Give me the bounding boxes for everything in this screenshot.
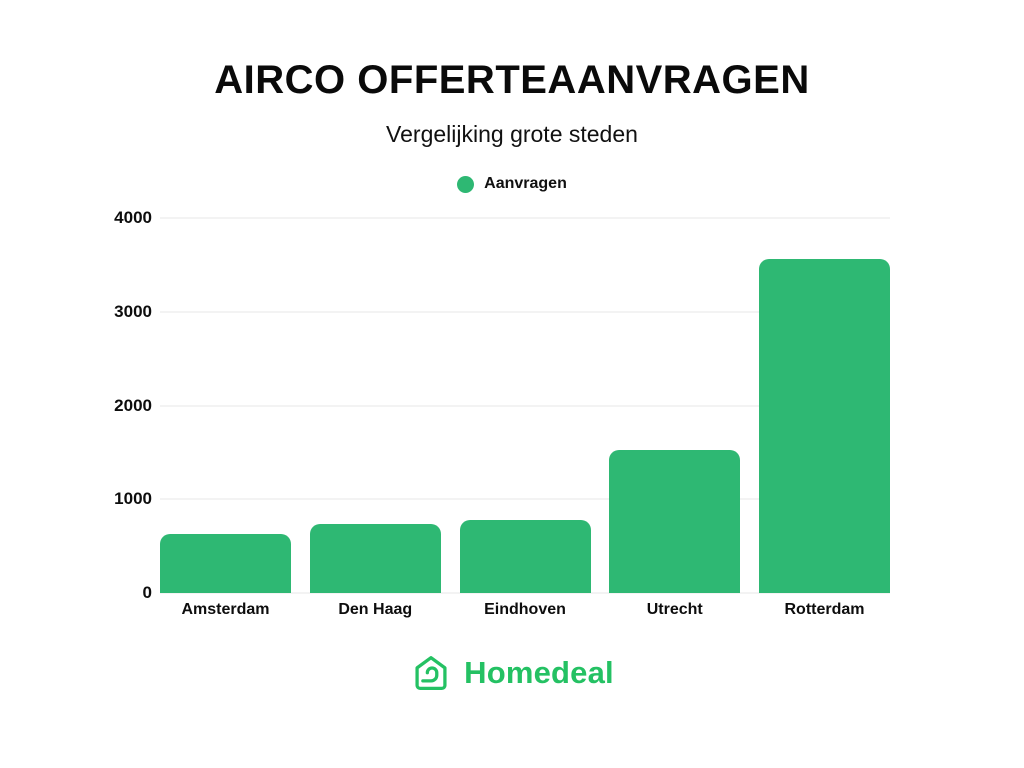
legend: Aanvragen: [0, 175, 1024, 193]
x-axis-label: Rotterdam: [784, 601, 865, 618]
bars-container: [160, 218, 890, 593]
chart-subtitle: Vergelijking grote steden: [386, 121, 638, 147]
y-tick-label: 1000: [114, 489, 152, 509]
x-axis-label: Amsterdam: [181, 601, 270, 618]
house-wrench-icon: [415, 656, 447, 690]
y-tick-label: 0: [142, 583, 152, 602]
x-axis-label: Utrecht: [646, 601, 703, 618]
bar-rotterdam: [759, 259, 890, 593]
y-tick-label: 2000: [114, 395, 152, 415]
brand-logo: Homedeal: [0, 652, 1024, 694]
y-tick-label: 4000: [114, 208, 152, 227]
legend-label: Aanvragen: [484, 175, 567, 192]
y-tick-label: 3000: [114, 301, 152, 321]
gridline: [160, 217, 890, 219]
bar-utrecht: [609, 449, 741, 593]
x-axis-label: Den Haag: [338, 601, 413, 618]
chart-title: AIRCO OFFERTEAANVRAGEN: [214, 58, 810, 102]
gridline: [160, 498, 890, 501]
gridline: [160, 592, 890, 594]
x-axis-label: Eindhoven: [484, 601, 566, 618]
gridline: [160, 404, 890, 407]
brand-name: Homedeal: [464, 655, 614, 690]
x-axis: Amsterdam Den Haag Eindhoven Utrecht Rotterd…: [160, 601, 890, 619]
y-axis: 0 1000 2000 3000 4000: [60, 208, 152, 602]
bar-amsterdam: [160, 533, 291, 593]
plot-area: [160, 217, 890, 594]
legend-dot-icon: [457, 175, 475, 193]
gridline: [160, 310, 890, 313]
bar-eindhoven: [459, 520, 591, 593]
bar-den-haag: [309, 524, 441, 593]
